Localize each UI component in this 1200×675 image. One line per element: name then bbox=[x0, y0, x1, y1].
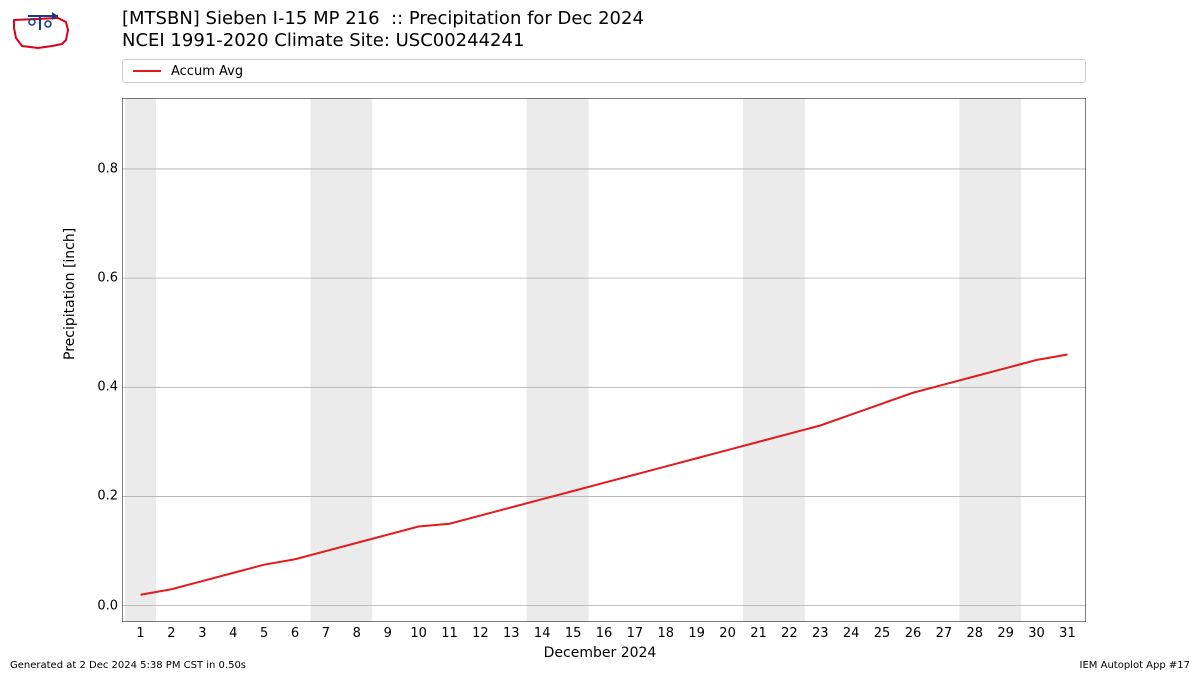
title-line-2: NCEI 1991-2020 Climate Site: USC00244241 bbox=[122, 30, 644, 52]
x-tick: 20 bbox=[719, 626, 736, 641]
x-axis-label: December 2024 bbox=[0, 645, 1200, 661]
chart-title: [MTSBN] Sieben I-15 MP 216 :: Precipitat… bbox=[122, 8, 644, 52]
x-tick: 25 bbox=[874, 626, 891, 641]
footer-app: IEM Autoplot App #17 bbox=[1080, 660, 1190, 671]
x-tick: 7 bbox=[322, 626, 330, 641]
x-tick: 30 bbox=[1028, 626, 1045, 641]
x-tick: 6 bbox=[291, 626, 299, 641]
x-tick: 12 bbox=[472, 626, 489, 641]
x-tick: 1 bbox=[136, 626, 144, 641]
y-tick: 0.8 bbox=[97, 161, 118, 176]
y-tick: 0.6 bbox=[97, 271, 118, 286]
x-tick: 22 bbox=[781, 626, 798, 641]
x-tick: 21 bbox=[750, 626, 767, 641]
x-tick: 10 bbox=[410, 626, 427, 641]
footer-generated: Generated at 2 Dec 2024 5:38 PM CST in 0… bbox=[10, 660, 246, 671]
x-tick: 14 bbox=[534, 626, 551, 641]
iem-logo bbox=[8, 6, 78, 51]
x-tick: 17 bbox=[627, 626, 644, 641]
chart-container: [MTSBN] Sieben I-15 MP 216 :: Precipitat… bbox=[0, 0, 1200, 675]
y-tick: 0.0 bbox=[97, 598, 118, 613]
x-tick: 13 bbox=[503, 626, 520, 641]
y-axis-label: Precipitation [inch] bbox=[62, 228, 78, 360]
x-tick: 29 bbox=[997, 626, 1014, 641]
x-tick: 8 bbox=[353, 626, 361, 641]
x-tick: 2 bbox=[167, 626, 175, 641]
legend-swatch bbox=[133, 70, 161, 72]
x-tick: 3 bbox=[198, 626, 206, 641]
x-tick: 19 bbox=[688, 626, 705, 641]
x-tick: 28 bbox=[966, 626, 983, 641]
x-tick: 4 bbox=[229, 626, 237, 641]
plot-area bbox=[122, 98, 1086, 622]
legend-label: Accum Avg bbox=[171, 64, 243, 79]
x-tick: 9 bbox=[384, 626, 392, 641]
y-tick: 0.2 bbox=[97, 489, 118, 504]
x-tick: 16 bbox=[596, 626, 613, 641]
y-tick-labels: 0.0 0.2 0.4 0.6 0.8 bbox=[84, 98, 118, 622]
legend: Accum Avg bbox=[122, 59, 1086, 83]
x-tick: 23 bbox=[812, 626, 829, 641]
x-tick: 11 bbox=[441, 626, 458, 641]
x-tick: 31 bbox=[1059, 626, 1076, 641]
x-tick: 26 bbox=[905, 626, 922, 641]
plot-svg bbox=[122, 98, 1086, 622]
x-tick: 24 bbox=[843, 626, 860, 641]
y-tick: 0.4 bbox=[97, 380, 118, 395]
x-tick: 27 bbox=[936, 626, 953, 641]
x-tick: 18 bbox=[658, 626, 675, 641]
title-line-1: [MTSBN] Sieben I-15 MP 216 :: Precipitat… bbox=[122, 8, 644, 30]
x-tick-labels: 1234567891011121314151617181920212223242… bbox=[122, 626, 1086, 642]
x-tick: 15 bbox=[565, 626, 582, 641]
x-tick: 5 bbox=[260, 626, 268, 641]
